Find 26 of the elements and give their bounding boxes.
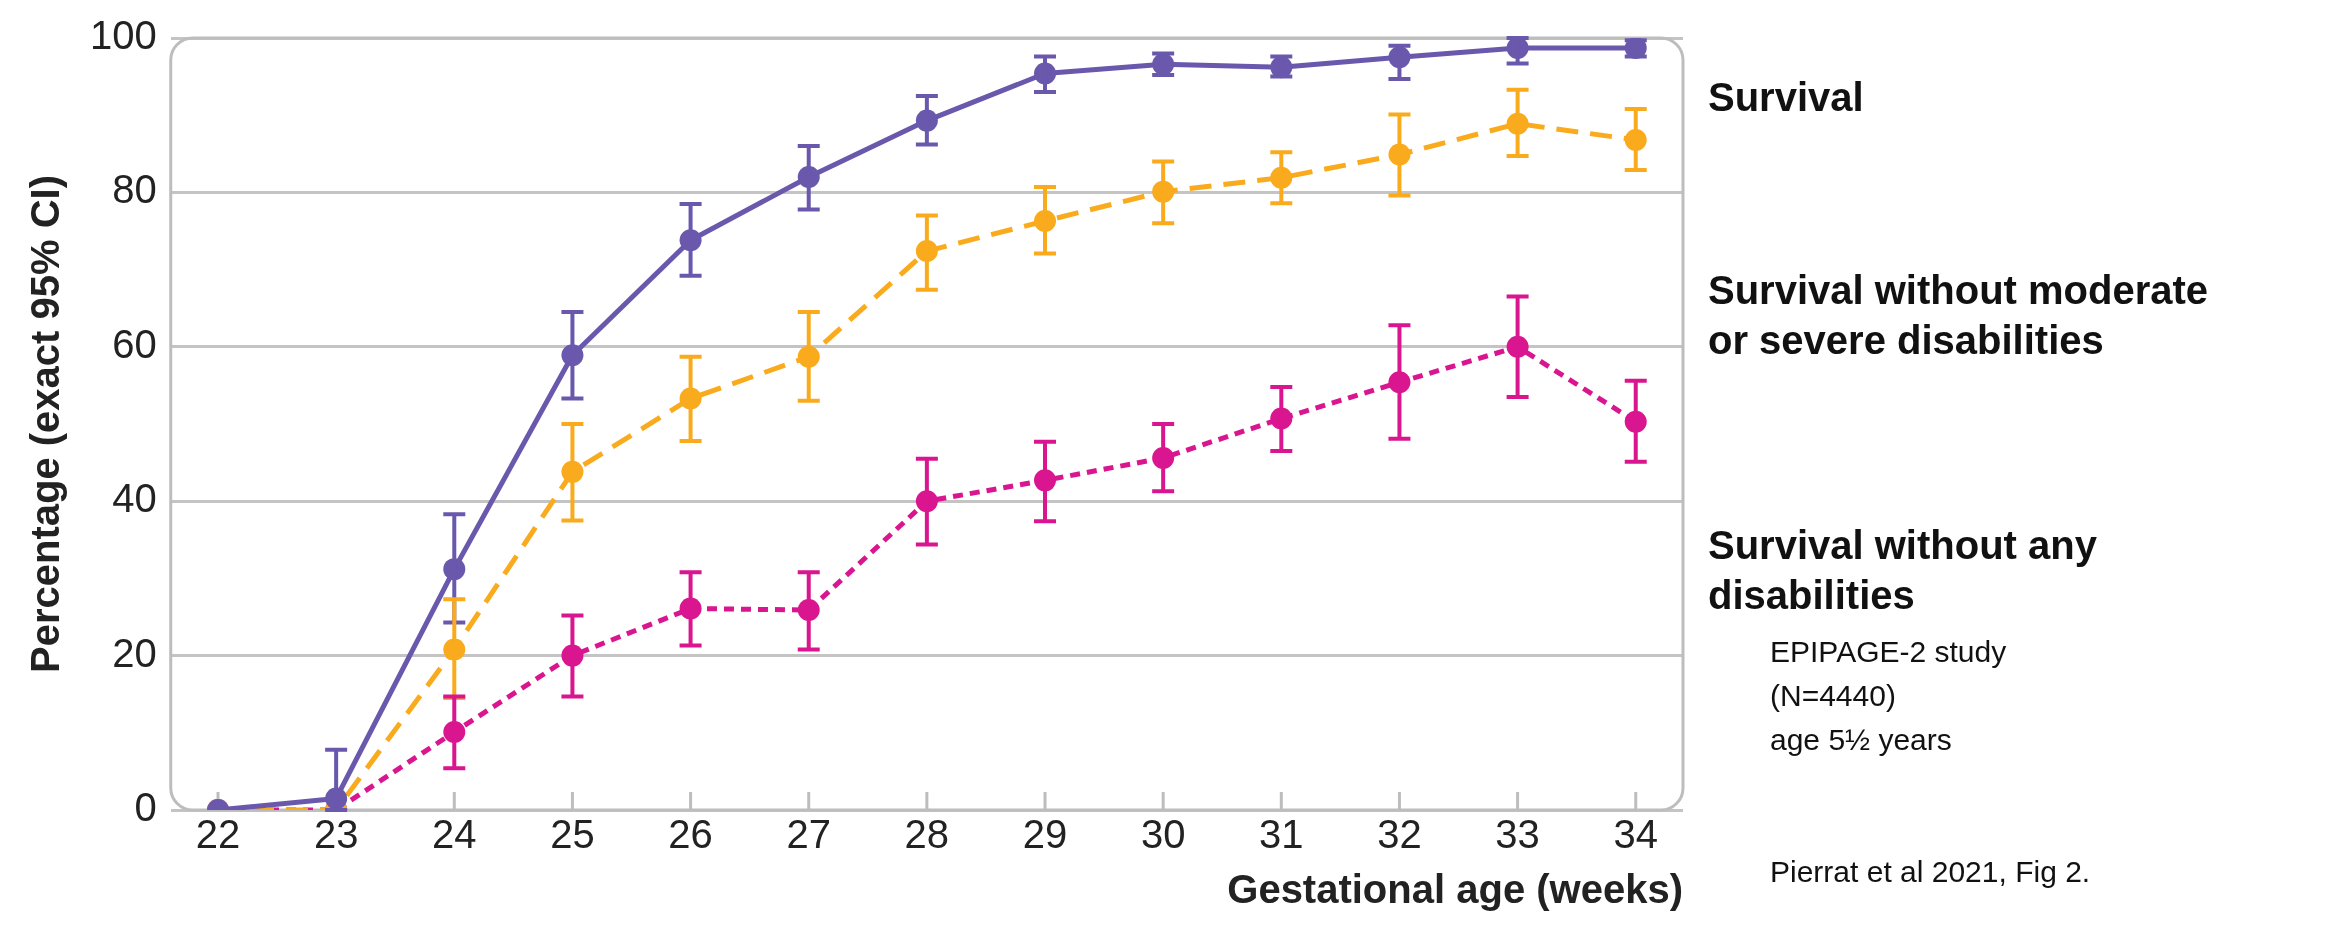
y-tick-label: 60 [112, 321, 157, 366]
x-tick-label: 25 [550, 812, 595, 857]
text: Pierrat et al 2021, Fig 2. [1770, 854, 2091, 890]
x-tick-label: 27 [786, 812, 831, 857]
y-tick-label: 40 [112, 476, 157, 521]
x-tick-label: 29 [1022, 812, 1068, 857]
y-tick-label: 100 [89, 13, 157, 58]
x-tick-label: 34 [1613, 812, 1658, 857]
y-tick-label: 80 [112, 167, 157, 212]
series-label: Survival [1708, 74, 1864, 119]
x-tick-label: 30 [1140, 812, 1186, 857]
x-tick-label: 23 [313, 812, 359, 857]
y-axis-title: Percentage (exact 95% CI) [23, 174, 68, 674]
text: EPIPAGE-2 study (N=4440) age 5½ years [1770, 634, 2007, 758]
x-tick-label: 31 [1259, 812, 1304, 857]
x-axis-title: Gestational age (weeks) [1227, 867, 1683, 912]
x-tick-label: 24 [432, 812, 477, 857]
x-tick-label: 32 [1377, 812, 1422, 857]
x-tick-label: 33 [1495, 812, 1540, 857]
y-tick-label: 0 [134, 785, 157, 830]
x-tick-label: 22 [195, 812, 241, 857]
x-tick-label: 26 [668, 812, 713, 857]
y-tick-label: 20 [112, 630, 157, 675]
text: Survival without moderate or severe disabilities [1708, 267, 2209, 362]
x-tick-label: 28 [904, 812, 950, 857]
text: Survival without any disabilities [1708, 522, 2098, 617]
